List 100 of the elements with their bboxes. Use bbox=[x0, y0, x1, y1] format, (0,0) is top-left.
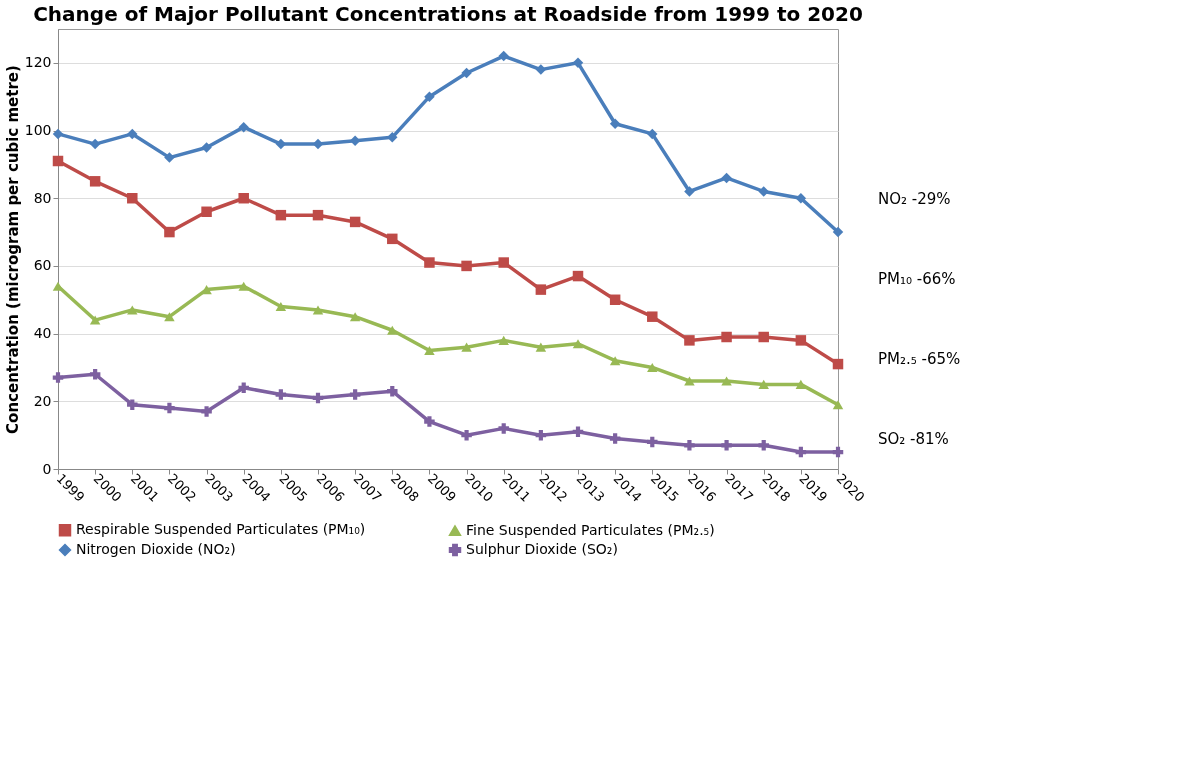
y-tick-label: 20 bbox=[33, 392, 52, 409]
legend-label: Respirable Suspended Particulates (PM₁₀) bbox=[76, 521, 366, 538]
point bbox=[498, 335, 509, 345]
point bbox=[52, 372, 64, 383]
point bbox=[461, 429, 472, 441]
point bbox=[758, 186, 769, 197]
point bbox=[164, 226, 175, 238]
y-tick-label: 100 bbox=[24, 122, 52, 139]
point bbox=[535, 342, 547, 352]
point bbox=[758, 379, 769, 389]
legend-label: Sulphur Dioxide (SO₂) bbox=[466, 541, 618, 557]
point bbox=[758, 440, 769, 451]
point bbox=[349, 312, 361, 322]
point bbox=[127, 128, 138, 140]
point bbox=[795, 335, 807, 346]
point bbox=[795, 446, 807, 458]
y-tick-label: 120 bbox=[24, 54, 52, 71]
point bbox=[89, 176, 101, 187]
point bbox=[572, 57, 584, 69]
point bbox=[387, 233, 398, 245]
point bbox=[164, 312, 175, 322]
point bbox=[647, 311, 658, 322]
y-tick-label: 40 bbox=[33, 325, 52, 342]
y-tick-label: 0 bbox=[42, 460, 52, 477]
point bbox=[758, 331, 769, 343]
point bbox=[832, 358, 844, 370]
point bbox=[572, 339, 584, 349]
y-tick-label: 60 bbox=[33, 257, 52, 274]
point bbox=[572, 426, 584, 438]
point bbox=[89, 138, 101, 150]
point bbox=[461, 67, 472, 79]
point bbox=[647, 436, 658, 448]
point bbox=[535, 284, 547, 295]
point bbox=[424, 346, 435, 356]
point bbox=[647, 128, 658, 140]
point bbox=[52, 155, 64, 167]
point bbox=[832, 226, 844, 238]
point bbox=[89, 315, 101, 325]
point bbox=[349, 216, 361, 228]
point bbox=[312, 392, 324, 404]
point bbox=[684, 335, 695, 346]
point bbox=[387, 132, 398, 143]
point bbox=[387, 385, 398, 397]
text: PM₁₀ -66% bbox=[878, 270, 956, 288]
text: SO₂ -81% bbox=[878, 430, 949, 448]
legend-label: Fine Suspended Particulates (PM₂.₅) bbox=[466, 521, 715, 538]
point bbox=[572, 270, 584, 282]
point bbox=[684, 186, 695, 197]
point bbox=[832, 400, 844, 410]
point bbox=[238, 192, 249, 204]
point bbox=[275, 302, 287, 312]
point bbox=[387, 325, 398, 335]
point bbox=[275, 209, 287, 221]
point bbox=[238, 121, 249, 133]
point bbox=[127, 399, 138, 410]
point bbox=[609, 356, 621, 366]
point bbox=[647, 362, 658, 372]
text: PM₂.₅ -65% bbox=[878, 350, 961, 368]
point bbox=[721, 172, 732, 184]
point bbox=[201, 406, 212, 417]
point bbox=[164, 152, 175, 163]
point bbox=[312, 305, 324, 315]
point bbox=[127, 192, 138, 204]
point bbox=[795, 379, 807, 389]
point bbox=[201, 285, 212, 295]
point bbox=[498, 423, 509, 434]
point bbox=[721, 440, 732, 451]
point bbox=[424, 416, 435, 427]
point bbox=[609, 294, 621, 306]
point bbox=[609, 433, 621, 444]
point bbox=[424, 91, 435, 102]
chart-title: Change of Major Pollutant Concentrations at Roadside from 1999 to 2020 bbox=[33, 2, 863, 26]
point bbox=[238, 382, 249, 394]
point bbox=[609, 118, 621, 130]
point bbox=[275, 389, 287, 400]
point bbox=[684, 376, 695, 386]
point bbox=[164, 402, 175, 414]
point bbox=[535, 429, 547, 441]
point bbox=[795, 192, 807, 204]
y-axis-title: Concentration (microgram per cubic metre) bbox=[3, 65, 22, 434]
point bbox=[684, 440, 695, 451]
point bbox=[498, 257, 509, 268]
point bbox=[832, 446, 844, 458]
point bbox=[52, 128, 64, 140]
point bbox=[238, 281, 249, 291]
point bbox=[721, 376, 732, 386]
point bbox=[201, 142, 212, 153]
point bbox=[535, 64, 547, 75]
text: NO₂ -29% bbox=[878, 190, 951, 208]
point bbox=[89, 368, 101, 380]
legend-label: Nitrogen Dioxide (NO₂) bbox=[76, 541, 236, 557]
point bbox=[349, 389, 361, 400]
point bbox=[461, 342, 472, 352]
y-tick-label: 80 bbox=[33, 189, 52, 206]
point bbox=[721, 331, 732, 343]
point bbox=[461, 260, 472, 272]
point bbox=[312, 209, 324, 221]
point bbox=[201, 206, 212, 218]
point bbox=[498, 50, 509, 62]
point bbox=[424, 257, 435, 268]
